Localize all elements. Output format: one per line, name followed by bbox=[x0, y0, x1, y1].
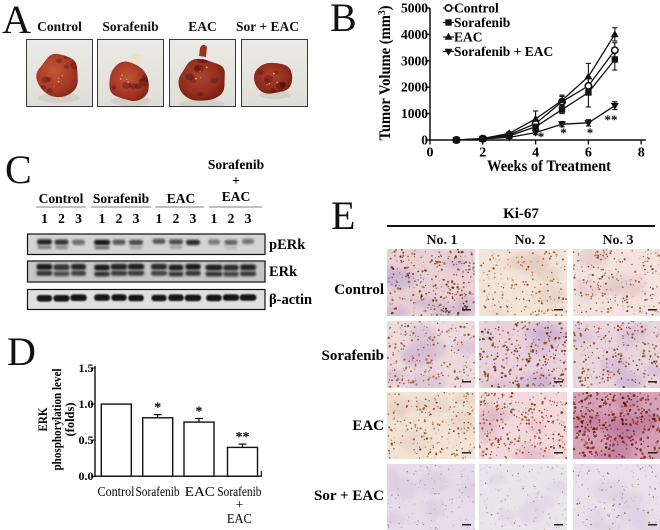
svg-text:1.5: 1.5 bbox=[79, 361, 94, 375]
svg-text:0: 0 bbox=[421, 133, 428, 148]
svg-text:0.0: 0.0 bbox=[79, 469, 94, 483]
svg-text:0: 0 bbox=[427, 146, 434, 161]
svg-text:2000: 2000 bbox=[401, 80, 428, 95]
svg-text:**: ** bbox=[236, 430, 250, 445]
svg-text:8: 8 bbox=[638, 146, 645, 161]
svg-text:**: ** bbox=[605, 112, 618, 127]
svg-text:Sorafenib: Sorafenib bbox=[454, 15, 510, 30]
svg-text:pERk: pERk bbox=[269, 237, 306, 253]
svg-text:Sorafenib: Sorafenib bbox=[136, 484, 180, 499]
svg-text:4: 4 bbox=[532, 146, 539, 161]
svg-text:EAC: EAC bbox=[222, 189, 251, 204]
svg-text:ERk: ERk bbox=[269, 264, 298, 280]
svg-text:4000: 4000 bbox=[401, 27, 428, 42]
svg-text:1: 1 bbox=[41, 211, 48, 226]
svg-text:*: * bbox=[154, 401, 161, 416]
svg-text:2: 2 bbox=[479, 146, 486, 161]
svg-text:2: 2 bbox=[116, 211, 123, 226]
svg-text:1: 1 bbox=[99, 211, 106, 226]
svg-text:Sorafenib: Sorafenib bbox=[93, 191, 149, 206]
svg-text:2: 2 bbox=[228, 211, 235, 226]
svg-text:3000: 3000 bbox=[401, 53, 428, 68]
svg-text:ERK: ERK bbox=[35, 407, 50, 432]
svg-text:EAC: EAC bbox=[167, 191, 196, 206]
svg-text:EAC: EAC bbox=[227, 511, 252, 526]
svg-text:Control: Control bbox=[454, 1, 499, 16]
svg-text:5000: 5000 bbox=[401, 1, 428, 16]
svg-text:Sorafenib: Sorafenib bbox=[217, 484, 261, 499]
svg-text:Control: Control bbox=[39, 191, 84, 206]
svg-text:(folds): (folds) bbox=[62, 403, 77, 437]
svg-text:*: * bbox=[560, 125, 567, 140]
svg-text:3: 3 bbox=[190, 211, 197, 226]
svg-text:6: 6 bbox=[585, 146, 592, 161]
svg-text:*: * bbox=[587, 125, 594, 140]
svg-text:0.5: 0.5 bbox=[79, 433, 94, 447]
svg-text:*: * bbox=[196, 405, 203, 420]
svg-text:1: 1 bbox=[211, 211, 218, 226]
svg-text:2: 2 bbox=[58, 211, 65, 226]
svg-text:EAC: EAC bbox=[185, 484, 215, 499]
svg-text:Tumor Volume (mm3): Tumor Volume (mm3) bbox=[377, 5, 395, 140]
svg-text:1000: 1000 bbox=[401, 106, 428, 121]
svg-text:2: 2 bbox=[173, 211, 180, 226]
svg-text:3: 3 bbox=[133, 211, 140, 226]
svg-text:Sorafenib + EAC: Sorafenib + EAC bbox=[454, 44, 553, 59]
svg-text:Weeks of Treatment: Weeks of Treatment bbox=[487, 158, 612, 175]
svg-text:Sorafenib: Sorafenib bbox=[208, 157, 264, 172]
svg-text:EAC: EAC bbox=[454, 30, 483, 45]
svg-text:3: 3 bbox=[245, 211, 252, 226]
svg-text:+: + bbox=[236, 497, 244, 512]
svg-text:phosphorylation level: phosphorylation level bbox=[49, 368, 64, 470]
svg-text:1: 1 bbox=[156, 211, 163, 226]
svg-text:*: * bbox=[538, 129, 545, 144]
svg-text:Control: Control bbox=[98, 484, 135, 499]
svg-text:3: 3 bbox=[75, 211, 82, 226]
svg-text:1.0: 1.0 bbox=[79, 397, 94, 411]
svg-text:β-actin: β-actin bbox=[269, 292, 312, 308]
svg-text:+: + bbox=[232, 173, 240, 188]
